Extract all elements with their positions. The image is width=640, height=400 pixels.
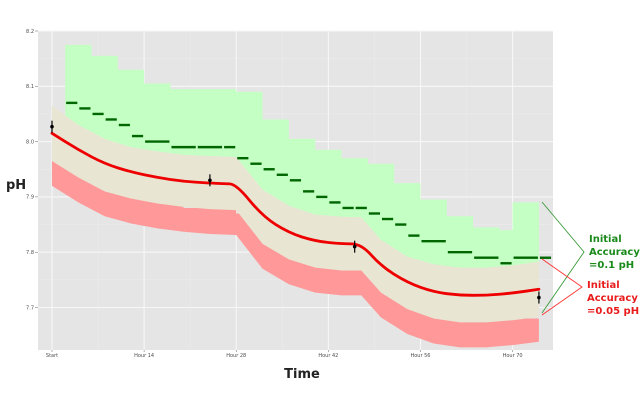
annotation-green-line1: Initial bbox=[589, 234, 622, 245]
y-tick-label: 7.7 bbox=[26, 305, 34, 311]
annotation-red-line2: Accuracy bbox=[587, 293, 638, 304]
x-tick-label: Hour 70 bbox=[503, 353, 523, 359]
annotation-red-line1: Initial bbox=[587, 280, 620, 291]
x-axis-title: Time bbox=[284, 367, 320, 382]
y-tick-label: 8.1 bbox=[26, 84, 34, 90]
estimated-ph-line bbox=[50, 131, 541, 297]
calibration-point bbox=[537, 291, 541, 304]
x-tick-label: Start bbox=[46, 353, 58, 359]
x-tick-label: Hour 28 bbox=[226, 353, 246, 359]
x-axis-ticks: Start Hour 14 Hour 28 Hour 42 Hour 56 Hour 70 bbox=[46, 350, 523, 359]
y-tick-label: 7.9 bbox=[26, 195, 34, 201]
y-axis-title: pH bbox=[6, 178, 26, 193]
green-bracket bbox=[541, 201, 585, 314]
x-tick-label: Hour 56 bbox=[410, 353, 430, 359]
calibration-point bbox=[352, 240, 357, 253]
annotation-brackets bbox=[541, 201, 585, 316]
annotation-green-line2: Accuracy bbox=[589, 247, 640, 258]
x-tick-label: Hour 42 bbox=[318, 353, 338, 359]
annotation-accuracy-0.05: Initial Accuracy =0.05 pH bbox=[587, 280, 639, 317]
x-tick-label: Hour 14 bbox=[134, 353, 154, 359]
calibration-point bbox=[208, 174, 212, 187]
calibration-point bbox=[50, 120, 54, 133]
annotation-red-line3: =0.05 pH bbox=[587, 306, 639, 317]
y-tick-label: 7.8 bbox=[26, 250, 34, 256]
annotation-green-line3: =0.1 pH bbox=[589, 260, 634, 271]
accuracy-0.05-band bbox=[52, 105, 539, 323]
red-bracket bbox=[541, 258, 583, 316]
green-step-readings bbox=[66, 101, 552, 265]
y-tick-label: 8.2 bbox=[26, 29, 34, 35]
calibration-points bbox=[50, 120, 541, 304]
annotation-accuracy-0.1: Initial Accuracy =0.1 pH bbox=[589, 234, 640, 271]
accuracy-0.1-band bbox=[65, 44, 539, 268]
y-axis-ticks: 7.7 7.8 7.9 8.0 8.1 8.2 bbox=[26, 29, 38, 311]
y-tick-label: 8.0 bbox=[26, 139, 34, 145]
